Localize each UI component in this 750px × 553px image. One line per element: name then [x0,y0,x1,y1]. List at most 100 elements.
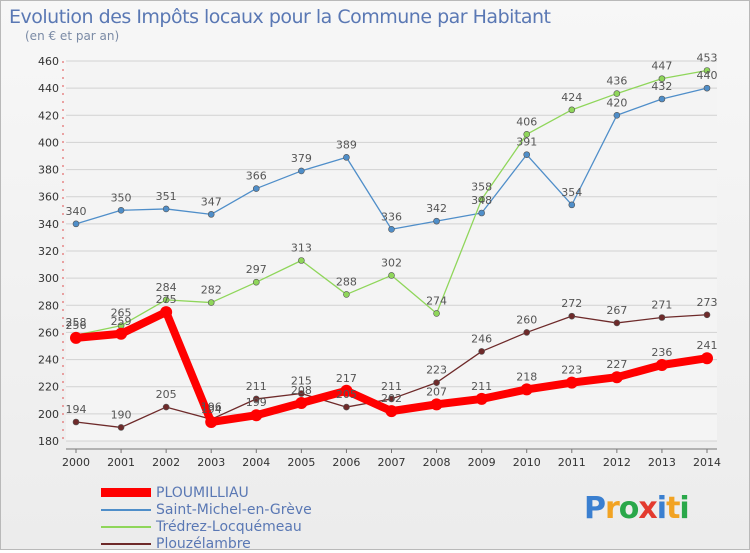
data-point [343,154,350,161]
data-label: 336 [381,210,402,223]
data-label: 440 [697,69,718,82]
data-point [478,348,485,355]
data-label: 202 [381,392,402,405]
data-label: 211 [471,380,492,393]
data-label: 199 [246,396,267,409]
data-point [388,395,395,403]
data-point [117,424,125,431]
y-tick-label: 320 [38,245,59,258]
data-point [523,130,531,138]
logo-letter: r [605,491,620,526]
data-label: 196 [201,400,222,413]
chart-title: Evolution des Impôts locaux pour la Comm… [9,6,551,28]
data-point [252,395,260,403]
data-label: 236 [651,346,672,359]
data-point [295,397,308,409]
legend-label: Plouzélambre [156,536,251,552]
y-tick-label: 360 [38,191,59,204]
y-tick-label: 400 [38,136,59,149]
x-tick-label: 2008 [423,456,451,469]
y-tick-label: 300 [38,272,59,285]
data-label: 223 [426,364,447,377]
data-point [340,384,353,397]
data-label: 420 [606,96,627,109]
data-label: 215 [291,375,312,388]
legend-label: Trédrez-Locquémeau [156,519,302,535]
grid [62,60,717,450]
data-point [433,310,440,317]
x-tick-label: 2000 [62,456,90,469]
data-point [72,220,80,228]
x-axis-ticks: 2000 2001 2002 2003 2004 2005 2006 2007 2008 2009… [62,449,721,469]
x-tick-label: 2007 [378,456,406,469]
data-label: 208 [291,384,312,397]
data-label: 218 [516,370,537,383]
data-point [658,95,666,103]
data-label: 288 [336,275,357,288]
data-point [252,278,260,286]
data-label: 350 [111,191,132,204]
data-point [207,299,215,306]
data-label: 342 [426,202,447,215]
data-label: 223 [561,364,582,377]
legend-swatch-saint-michel [101,509,151,511]
data-label: 260 [516,313,537,326]
proxiti-logo: Proxiti [584,491,690,526]
data-label: 271 [651,299,672,312]
x-tick-label: 2005 [287,456,315,469]
series-lines [70,67,713,431]
data-label: 347 [201,195,222,208]
data-point [523,329,531,336]
data-label: 205 [336,388,357,401]
data-point [568,201,576,209]
data-label: 205 [156,388,177,401]
data-point [162,403,170,411]
data-point [205,416,218,428]
data-point [385,405,398,418]
data-point [610,371,623,384]
data-point [703,84,711,92]
data-point [565,376,578,389]
data-point [613,90,621,97]
y-tick-label: 180 [38,435,59,448]
data-label: 282 [201,284,222,297]
logo-letter: P [584,491,606,526]
data-point [703,311,711,319]
legend-swatch-ploumilliau [101,488,151,497]
legend-label: Saint-Michel-en-Grève [156,502,312,518]
data-point [520,383,533,396]
data-label: 424 [561,91,582,104]
data-point [433,379,440,386]
logo-letter: o [618,491,640,526]
data-label: 340 [66,205,87,218]
data-label: 273 [697,296,718,309]
y-tick-label: 440 [38,82,59,95]
data-label: 284 [156,281,177,294]
logo-letter: x [638,491,657,526]
data-point [298,390,305,397]
data-label: 246 [471,332,492,345]
x-tick-label: 2014 [693,456,721,469]
y-tick-label: 240 [38,354,59,367]
data-point [703,67,711,74]
data-point [298,257,305,264]
data-point [343,403,350,411]
x-tick-label: 2006 [332,456,360,469]
data-label: 366 [246,170,267,183]
data-point [115,327,128,340]
data-point [343,291,350,298]
x-tick-label: 2002 [152,456,180,469]
data-label: 207 [426,385,447,398]
data-point [430,398,443,411]
data-label: 272 [561,297,582,310]
data-label: 432 [651,80,672,93]
data-point [160,306,173,319]
legend-swatch-plouzelambre [101,543,151,545]
data-label: 406 [516,115,537,128]
data-label: 274 [426,294,447,307]
x-tick-label: 2013 [648,456,676,469]
data-label: 348 [471,194,492,207]
logo-letter: i [679,491,689,526]
